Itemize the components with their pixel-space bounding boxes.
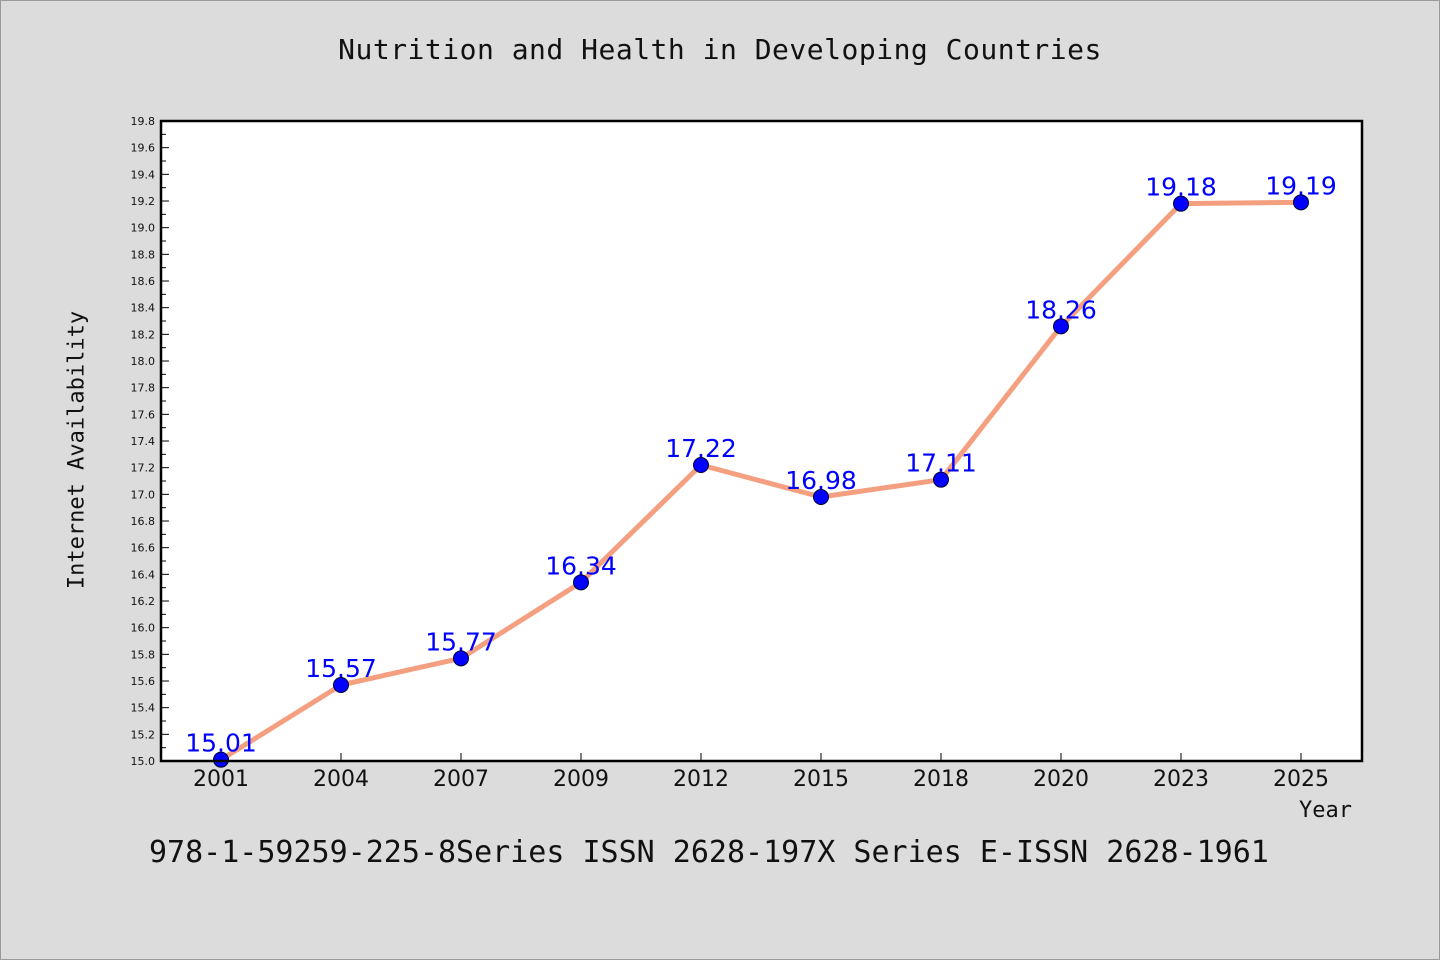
y-tick-label: 16.0 — [131, 622, 156, 635]
data-label: 15.77 — [425, 627, 497, 656]
data-point — [813, 489, 829, 505]
y-tick-label: 19.6 — [131, 142, 156, 155]
data-label: 16.34 — [545, 551, 617, 580]
x-tick-label: 2007 — [433, 767, 489, 792]
series-line — [218, 199, 1304, 763]
data-label: 16.98 — [785, 466, 857, 495]
y-tick-label: 17.2 — [131, 462, 156, 475]
y-tick-label: 16.4 — [131, 568, 156, 581]
y-tick-label: 17.6 — [131, 408, 156, 421]
y-tick-label: 17.0 — [131, 488, 156, 501]
y-tick-label: 19.4 — [131, 168, 156, 181]
plot-area — [161, 121, 1362, 761]
data-label: 17.11 — [905, 449, 977, 478]
y-tick-label: 19.2 — [131, 195, 156, 208]
x-tick-label: 2018 — [913, 767, 969, 792]
data-label: 17.22 — [665, 434, 737, 463]
y-tick-label: 16.6 — [131, 542, 156, 555]
x-tick-label: 2020 — [1033, 767, 1089, 792]
plot-frame — [159, 119, 1364, 763]
data-label: 15.57 — [305, 654, 377, 683]
data-point — [693, 457, 709, 473]
y-tick-label: 15.8 — [131, 648, 156, 661]
y-tick-label: 15.0 — [131, 755, 156, 768]
data-label: 18.26 — [1025, 295, 1097, 324]
y-tick-label: 18.8 — [131, 248, 156, 261]
y-tick-label: 19.0 — [131, 222, 156, 235]
x-tick-label: 2009 — [553, 767, 609, 792]
y-tick-label: 18.0 — [131, 355, 156, 368]
x-axis-label: Year — [1299, 798, 1352, 823]
x-tick-label: 2001 — [193, 767, 249, 792]
chart-title: Nutrition and Health in Developing Count… — [338, 33, 1102, 66]
data-point — [1173, 195, 1189, 212]
x-tick-label: 2023 — [1153, 767, 1209, 792]
y-tick-label: 17.8 — [131, 382, 156, 395]
x-tick-label: 2004 — [313, 767, 369, 792]
data-label: 19.19 — [1265, 171, 1337, 200]
footer-isbn-issn: 978-1-59259-225-8Series ISSN 2628-197X S… — [149, 835, 1269, 870]
y-tick-label: 15.2 — [131, 728, 156, 741]
data-point — [1293, 194, 1309, 211]
data-point — [933, 471, 949, 488]
y-tick-label: 18.4 — [131, 302, 156, 315]
y-tick-label: 16.8 — [131, 515, 156, 528]
y-tick-label: 18.2 — [131, 328, 156, 341]
y-tick-label: 15.4 — [131, 702, 156, 715]
data-point — [213, 751, 229, 768]
y-tick-label: 16.2 — [131, 595, 156, 608]
data-point — [573, 574, 589, 591]
x-tick-label: 2015 — [793, 767, 849, 792]
y-tick-label: 17.4 — [131, 435, 156, 448]
y-tick-label: 18.6 — [131, 275, 156, 288]
y-tick-label: 19.8 — [131, 115, 156, 128]
data-label: 19.18 — [1145, 173, 1217, 202]
x-tick-label: 2012 — [673, 767, 729, 792]
data-label: 15.01 — [185, 729, 257, 758]
data-point — [333, 677, 349, 693]
x-tick-label: 2025 — [1273, 767, 1329, 792]
y-tick-label: 15.6 — [131, 675, 156, 688]
data-point — [1053, 318, 1069, 335]
data-point — [453, 650, 469, 667]
